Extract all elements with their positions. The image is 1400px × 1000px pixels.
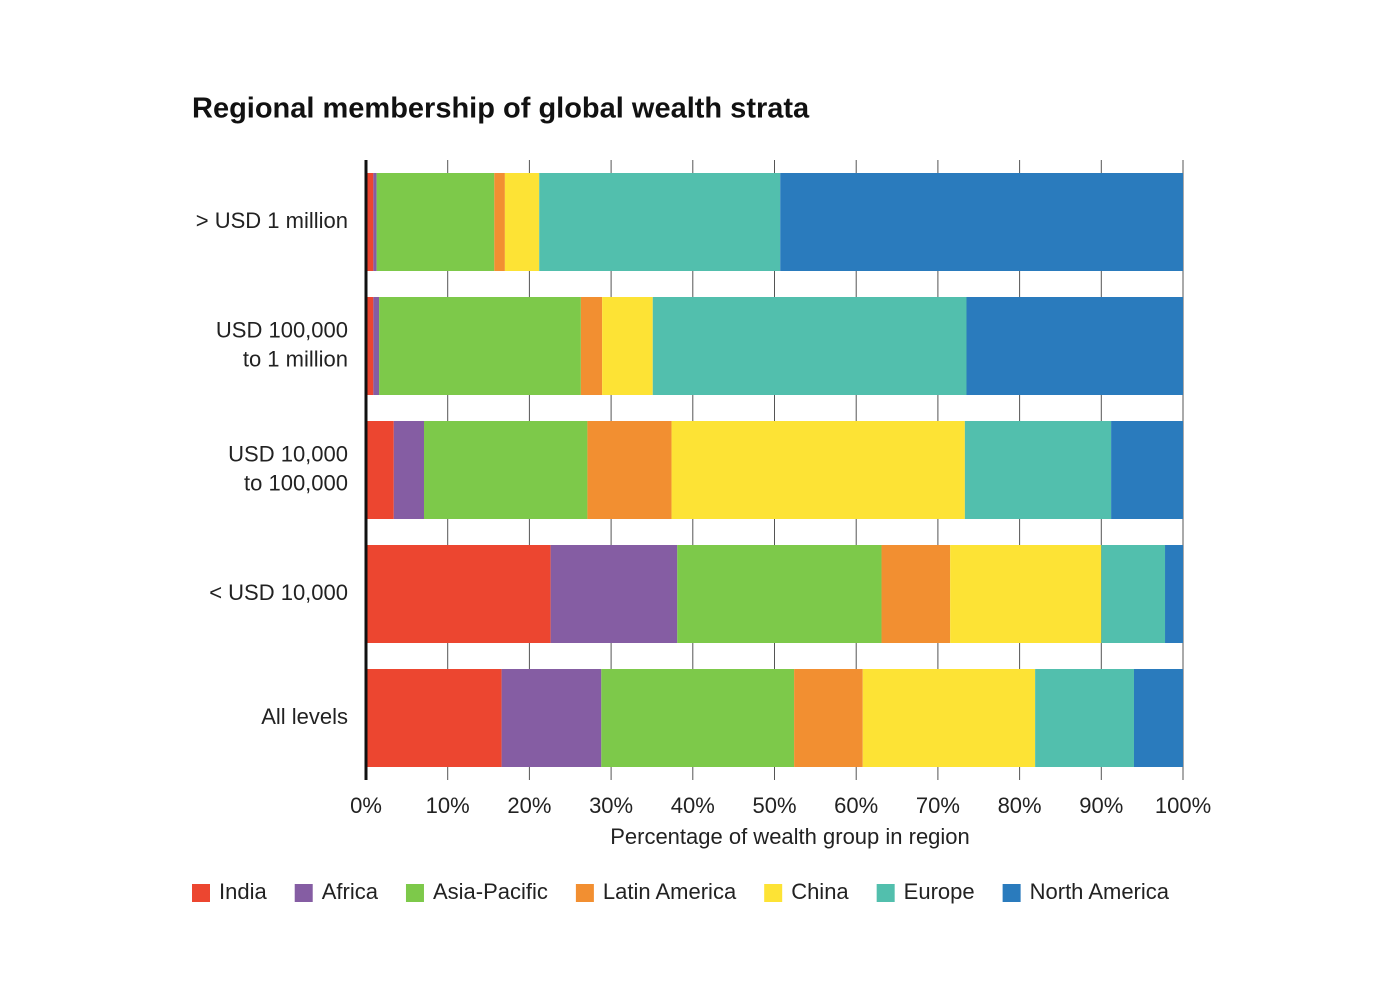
x-tick-label: 70% [916,793,960,818]
bar-segment [964,421,1112,519]
legend-swatch [764,884,783,902]
bar-segment [966,297,1183,395]
bar-segment [794,669,863,767]
x-tick-label: 10% [426,793,470,818]
bar-segment [366,545,551,643]
legend-label: Europe [904,879,975,904]
bar-segment [494,173,505,271]
legend-label: North America [1030,879,1170,904]
y-tick-label: USD 10,000 to 100,000 [228,441,348,495]
y-tick-label-line: to 100,000 [244,470,348,495]
y-tick-label-line: < USD 10,000 [209,580,348,605]
legend-label: Africa [322,879,379,904]
x-tick-label: 60% [834,793,878,818]
bar-segment [1035,669,1134,767]
y-tick-label: > USD 1 million [196,208,348,233]
x-tick-label: 50% [752,793,796,818]
chart-title: Regional membership of global wealth str… [192,93,810,125]
legend-label: Latin America [603,879,737,904]
legend-label: Asia-Pacific [433,879,548,904]
bar-segment [881,545,951,643]
bar-segment [602,297,653,395]
bar-segment [373,173,377,271]
bar-segment [1165,545,1183,643]
bar-segment [580,297,603,395]
y-tick-label: < USD 10,000 [209,580,348,605]
x-tick-label: 100% [1155,793,1211,818]
y-tick-label-line: USD 100,000 [216,317,348,342]
bar-segment [501,669,602,767]
x-tick-label: 20% [507,793,551,818]
bar-segment [550,545,678,643]
x-axis-label: Percentage of wealth group in region [610,824,970,849]
legend-swatch [192,884,210,902]
legend-swatch [876,884,895,902]
bar-segment [1101,545,1166,643]
x-tick-label: 30% [589,793,633,818]
bar-segment [376,173,495,271]
y-tick-label: All levels [261,704,348,729]
bar-segment [393,421,425,519]
y-tick-label: USD 100,000 to 1 million [216,317,348,371]
bar-segment [504,173,540,271]
legend-swatch [575,884,594,902]
x-tick-label: 90% [1079,793,1123,818]
bar-segment [366,421,394,519]
legend-swatch [294,884,313,902]
bar-segment [366,297,374,395]
bar-segment [601,669,795,767]
bar-segment [1133,669,1183,767]
legend-swatch [405,884,424,902]
bar-segment [780,173,1183,271]
bar-segment [366,173,374,271]
x-tick-label: 80% [998,793,1042,818]
bar-segment [373,297,380,395]
bar-segment [424,421,588,519]
bar-segment [862,669,1036,767]
x-tick-label: 0% [350,793,382,818]
bar-segment [587,421,672,519]
x-tick-label: 40% [671,793,715,818]
bar-segment [950,545,1102,643]
y-tick-label-line: USD 10,000 [228,441,348,466]
bar-segment [671,421,965,519]
bar-segment [677,545,882,643]
y-tick-label-line: All levels [261,704,348,729]
legend-label: China [791,879,849,904]
legend-swatch [1002,884,1021,902]
bar-segment [366,669,502,767]
legend-label: India [219,879,267,904]
bar-segment [652,297,967,395]
bar-segment [379,297,581,395]
bar-segment [539,173,781,271]
bar-segment [1111,421,1183,519]
y-tick-label-line: to 1 million [243,346,348,371]
y-tick-label-line: > USD 1 million [196,208,348,233]
